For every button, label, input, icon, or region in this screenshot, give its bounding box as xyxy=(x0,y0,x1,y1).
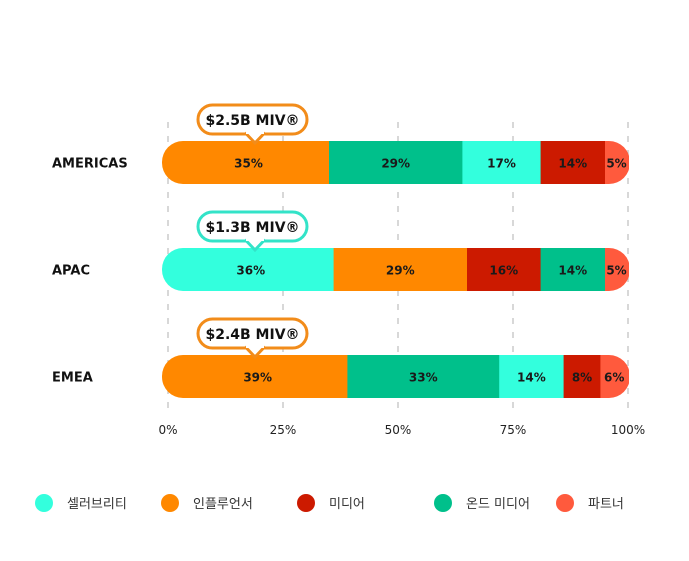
bar-segment xyxy=(329,141,464,184)
stacked-bar-americas xyxy=(162,141,629,184)
badge-pointer xyxy=(243,131,267,146)
data-label: 36% xyxy=(236,264,265,278)
legend: 셀러브리티 인플루언서 미디어 온드 미디어 파트너 xyxy=(35,494,624,512)
miv-badge: $1.3B MIV® xyxy=(196,210,309,253)
data-label: 5% xyxy=(606,157,626,171)
legend-item: 미디어 xyxy=(297,494,365,512)
miv-badge: $2.4B MIV® xyxy=(196,317,309,360)
x-tick-label: 0% xyxy=(158,423,177,437)
legend-swatch xyxy=(161,494,179,512)
miv-badge: $2.5B MIV® xyxy=(196,103,309,146)
category-labels: AMERICAS APAC EMEA xyxy=(52,157,128,386)
legend-label: 인플루언서 xyxy=(193,497,253,512)
data-label: 29% xyxy=(386,264,415,278)
data-label: 35% xyxy=(234,157,263,171)
x-tick-label: 75% xyxy=(500,423,527,437)
data-label: 29% xyxy=(381,157,410,171)
legend-item: 온드 미디어 xyxy=(434,494,530,512)
badge-pointer xyxy=(243,238,267,253)
data-label: 39% xyxy=(243,371,272,385)
bar-segment xyxy=(600,355,629,398)
legend-swatch xyxy=(35,494,53,512)
bar-segment xyxy=(563,355,602,398)
data-label: 14% xyxy=(558,157,587,171)
bar-segment xyxy=(540,248,606,291)
badge-pointer xyxy=(243,345,267,360)
stacked-bar-apac xyxy=(162,248,629,291)
bar-segment xyxy=(162,141,330,184)
legend-item: 인플루언서 xyxy=(161,494,253,512)
bar-segment xyxy=(499,355,565,398)
data-label: 5% xyxy=(606,264,626,278)
bar-segment xyxy=(467,248,542,291)
data-label: 16% xyxy=(489,264,518,278)
bar-segment xyxy=(162,248,335,291)
x-tick-label: 25% xyxy=(270,423,297,437)
x-tick-label: 100% xyxy=(611,423,645,437)
legend-label: 온드 미디어 xyxy=(466,497,530,512)
bar-segment xyxy=(162,355,349,398)
category-label: APAC xyxy=(52,264,90,279)
data-label: 14% xyxy=(558,264,587,278)
legend-label: 파트너 xyxy=(588,497,624,512)
data-label: 17% xyxy=(487,157,516,171)
bars: 35% 29% 17% 14% 5% 36% 29% 16% 14% 5% 39% 33% 14% 8% 6… xyxy=(162,141,629,398)
bar-segment xyxy=(540,141,606,184)
legend-swatch xyxy=(297,494,315,512)
legend-label: 미디어 xyxy=(329,497,365,512)
badge-label: $1.3B MIV® xyxy=(205,220,299,236)
miv-badges: $2.5B MIV® $1.3B MIV® $2.4B MIV® xyxy=(196,103,309,360)
data-label: 33% xyxy=(409,371,438,385)
badge-label: $2.5B MIV® xyxy=(205,113,299,129)
bar-segment xyxy=(462,141,542,184)
badge-pointer-mask xyxy=(246,237,264,241)
badge-pointer-mask xyxy=(246,130,264,134)
data-label: 14% xyxy=(517,371,546,385)
bar-segment xyxy=(347,355,501,398)
legend-label: 셀러브리티 xyxy=(67,497,127,512)
legend-item: 셀러브리티 xyxy=(35,494,127,512)
legend-swatch xyxy=(434,494,452,512)
badge-pointer-mask xyxy=(246,344,264,348)
data-label: 6% xyxy=(604,371,624,385)
legend-item: 파트너 xyxy=(556,494,624,512)
x-axis-ticks: 0% 25% 50% 75% 100% xyxy=(158,423,645,437)
bar-segment xyxy=(333,248,468,291)
category-label: EMEA xyxy=(52,371,93,386)
data-label: 8% xyxy=(572,371,592,385)
legend-swatch xyxy=(556,494,574,512)
stacked-bar-emea xyxy=(162,355,629,398)
category-label: AMERICAS xyxy=(52,157,128,172)
badge-label: $2.4B MIV® xyxy=(205,327,299,343)
x-tick-label: 50% xyxy=(385,423,412,437)
